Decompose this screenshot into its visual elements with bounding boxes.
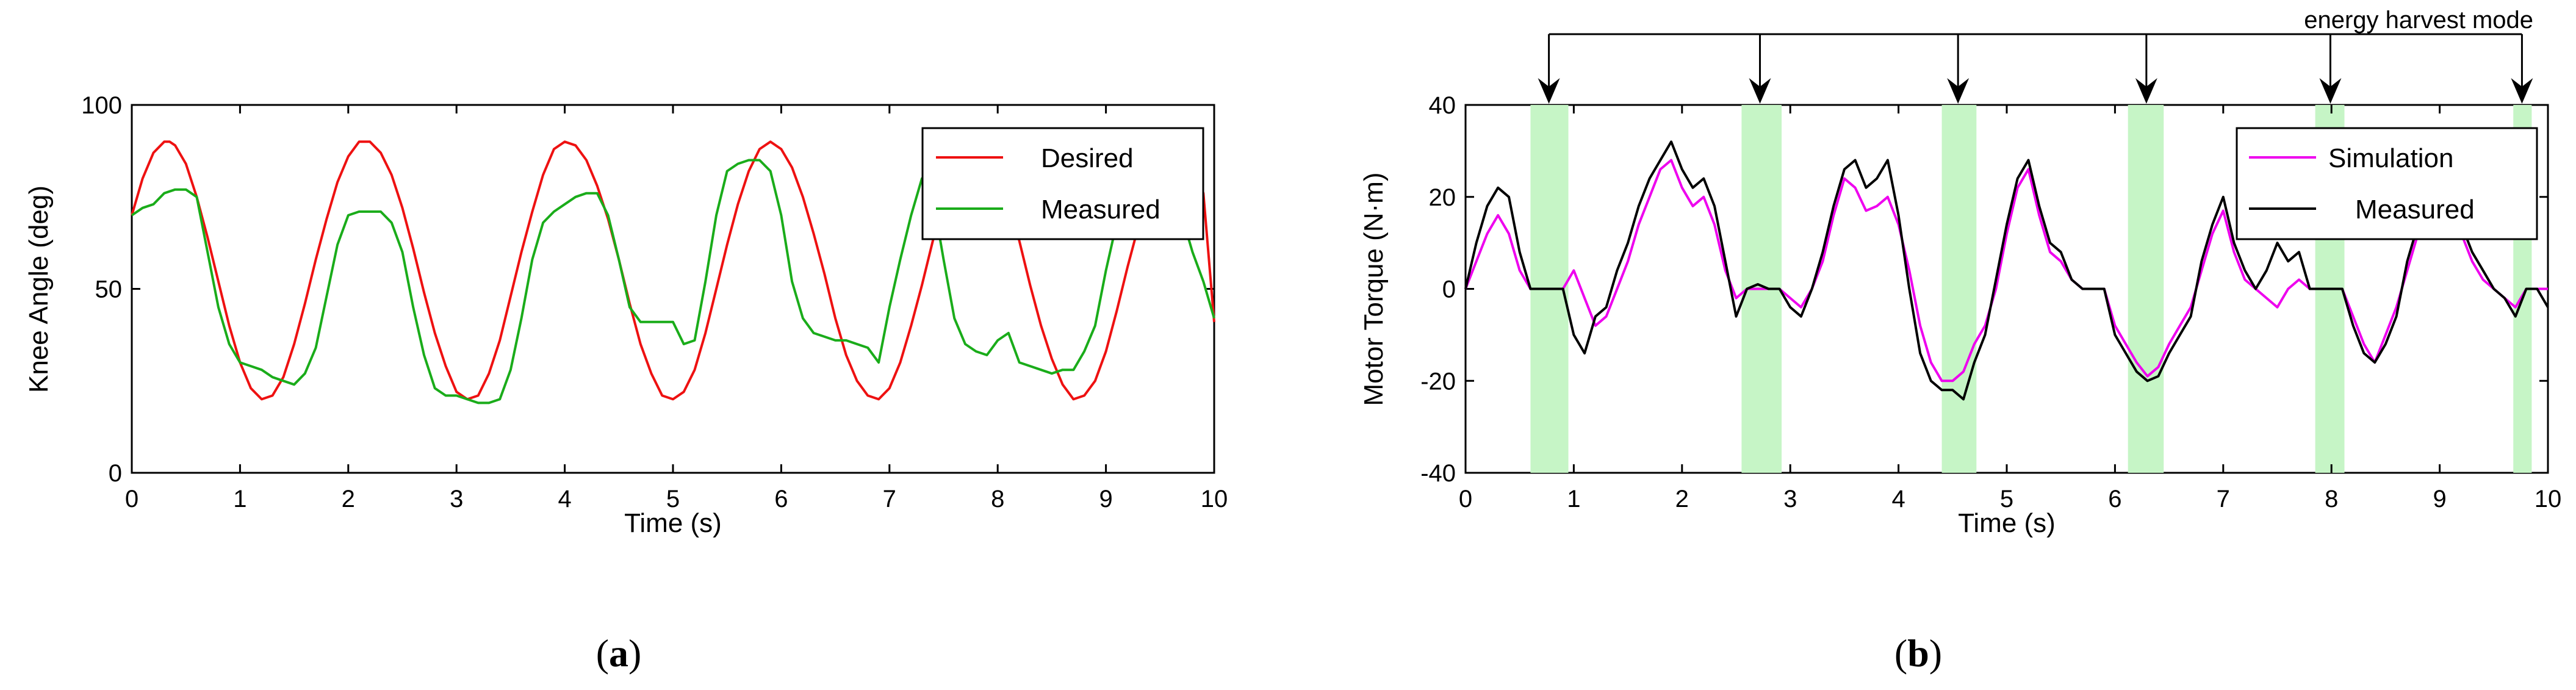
annotation-energy-harvest: energy harvest mode [2304,7,2533,34]
chart-panel-b: 0 1 2 3 4 5 6 7 8 9 10 -40 -20 0 20 40 energy harvest m… [1359,7,2561,675]
x-tick-label: 7 [883,486,896,512]
y-axis-label-b: Motor Torque (N·m) [1359,172,1389,406]
x-tick-label: 8 [991,486,1004,512]
y-tick-label: 50 [95,276,123,303]
arrow-head [2319,78,2342,104]
harvest-window-band [2128,105,2164,473]
x-tick-label: 0 [125,486,139,512]
arrow-head [2135,78,2157,104]
x-tick-label: 2 [1675,486,1689,512]
x-tick-label: 4 [1891,486,1905,512]
y-tick-label: 100 [81,92,122,119]
y-tick-label: 40 [1429,92,1456,119]
caption-letter-b: b [1907,631,1929,675]
caption-a: (a) [596,631,642,675]
series-line-b-simulation [1464,159,2548,383]
arrow-head [1538,78,1560,104]
harvest-arrows [1538,33,2533,104]
y-tick-label: -20 [1420,368,1456,395]
y-tick-label: 20 [1429,184,1456,211]
arrow-head [1947,78,1970,104]
series-group-b [1464,140,2549,401]
arrow-head [1749,78,1771,104]
legend-a: Desired Measured [921,127,1204,240]
y-tick-label: 0 [109,460,122,487]
y-tick-label: -40 [1420,460,1456,487]
x-tick-label: 8 [2325,486,2338,512]
legend-label-desired: Desired [1041,143,1134,173]
y-axis-label-a: Knee Angle (deg) [24,185,54,393]
x-tick-label: 7 [2217,486,2230,512]
x-tick-label: 2 [342,486,355,512]
legend-box-b [2236,127,2538,240]
x-tick-label: 10 [1201,486,1228,512]
series-line-a-desired [131,140,1215,401]
harvest-window-band [1941,105,1977,473]
series-group-a [131,140,1215,404]
x-tick-label: 5 [666,486,680,512]
legend-label-simulation: Simulation [2328,143,2453,173]
x-axis-label-a: Time (s) [624,508,722,538]
y-tick-label: 0 [1442,276,1456,303]
x-tick-label: 6 [774,486,788,512]
x-tick-label: 3 [1783,486,1797,512]
x-tick-label: 0 [1459,486,1472,512]
legend-box-a [921,127,1204,240]
x-tick-label: 1 [233,486,246,512]
x-axis-label-b: Time (s) [1958,508,2056,538]
x-tick-label: 4 [558,486,571,512]
series-line-a-measured [131,159,1215,404]
arrow-head [2511,78,2533,104]
legend-b: Simulation Measured [2236,127,2538,240]
x-tick-label: 9 [2433,486,2446,512]
x-tick-label: 9 [1099,486,1112,512]
x-tick-label: 10 [2535,486,2562,512]
legend-label-measured-b: Measured [2355,195,2475,225]
x-tick-label: 5 [2000,486,2013,512]
caption-b: (b) [1894,631,1942,675]
series-line-b-measured [1464,140,2549,401]
axis-ticks-b: 0 1 2 3 4 5 6 7 8 9 10 -40 -20 0 20 40 [1420,92,2561,512]
x-tick-label: 3 [450,486,463,512]
caption-letter-a: a [609,631,628,675]
x-tick-label: 1 [1567,486,1580,512]
x-tick-label: 6 [2108,486,2121,512]
legend-label-measured: Measured [1041,195,1160,225]
